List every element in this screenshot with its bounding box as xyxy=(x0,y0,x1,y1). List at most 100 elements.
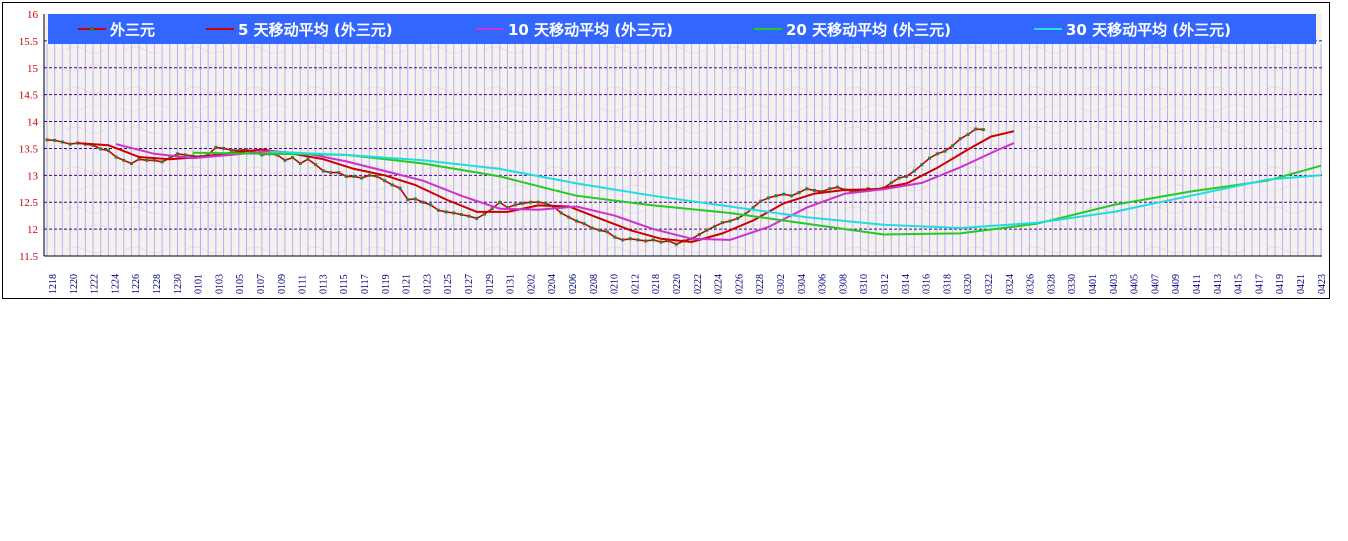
data-point xyxy=(820,189,824,193)
y-tick-label: 12 xyxy=(27,224,38,236)
data-point xyxy=(951,144,955,148)
data-point xyxy=(529,200,533,204)
x-tick-label: 0401 xyxy=(1088,274,1099,294)
x-tick-label: 0129 xyxy=(485,274,496,294)
data-point xyxy=(475,216,479,220)
x-tick-label: 0318 xyxy=(942,274,953,294)
data-point xyxy=(114,155,118,159)
plot-background xyxy=(44,14,1322,256)
data-point xyxy=(129,162,133,166)
line-chart: 16 15.5 15 14.5 14 13.5 13 12.5 12 11.5 1218 1220 12… xyxy=(19,9,1328,294)
data-point xyxy=(605,230,609,234)
x-tick-label: 1228 xyxy=(152,274,163,294)
x-tick-label: 0111 xyxy=(298,275,309,294)
x-tick-label: 0306 xyxy=(818,274,829,294)
data-point xyxy=(214,145,218,149)
data-point xyxy=(367,173,371,177)
data-point xyxy=(713,224,717,228)
data-point xyxy=(567,215,571,219)
data-point xyxy=(436,208,440,212)
data-point xyxy=(191,154,195,158)
legend-label: 30 天移动平均 (外三元) xyxy=(1066,21,1231,39)
data-point xyxy=(759,199,763,203)
data-point xyxy=(590,226,594,230)
data-point xyxy=(467,214,471,218)
x-tick-label: 0117 xyxy=(360,274,371,294)
x-tick-label: 0302 xyxy=(776,274,787,294)
y-tick-label: 11.5 xyxy=(19,251,38,263)
data-point xyxy=(621,238,625,242)
data-point xyxy=(905,174,909,178)
data-point xyxy=(536,200,540,204)
data-point xyxy=(137,157,141,161)
data-point xyxy=(91,143,95,147)
legend-label: 20 天移动平均 (外三元) xyxy=(786,21,951,39)
data-point xyxy=(897,176,901,180)
y-tick-label: 13 xyxy=(27,170,39,182)
data-point xyxy=(935,152,939,156)
data-point xyxy=(344,174,348,178)
y-tick-label: 14 xyxy=(27,117,39,129)
data-point xyxy=(774,194,778,198)
x-tick-label: 0403 xyxy=(1109,274,1120,294)
x-tick-label: 1218 xyxy=(48,274,59,294)
data-point xyxy=(283,158,287,162)
data-point xyxy=(245,148,249,152)
data-point xyxy=(106,149,110,153)
data-point xyxy=(812,188,816,192)
x-tick-label: 0113 xyxy=(318,274,329,294)
x-tick-label: 0409 xyxy=(1171,274,1182,294)
legend-label: 10 天移动平均 (外三元) xyxy=(508,21,673,39)
legend-label: 外三元 xyxy=(109,21,155,39)
data-point xyxy=(789,194,793,198)
y-tick-label: 12.5 xyxy=(19,197,39,209)
data-point xyxy=(889,181,893,185)
x-tick-label: 0212 xyxy=(630,274,641,294)
data-point xyxy=(390,183,394,187)
x-tick-label: 0330 xyxy=(1067,274,1078,294)
x-tick-label: 0322 xyxy=(984,274,995,294)
data-point xyxy=(851,189,855,193)
data-point xyxy=(582,222,586,226)
x-tick-label: 0316 xyxy=(922,274,933,294)
x-tick-label: 1222 xyxy=(90,274,101,294)
data-point xyxy=(651,238,655,242)
data-point xyxy=(943,149,947,153)
x-tick-label: 0109 xyxy=(277,274,288,294)
data-point xyxy=(490,207,494,211)
x-tick-label: 1230 xyxy=(173,274,184,294)
data-point xyxy=(122,158,126,162)
data-point xyxy=(329,171,333,175)
data-point xyxy=(429,203,433,207)
x-tick-label: 0405 xyxy=(1130,274,1141,294)
x-tick-label: 0328 xyxy=(1046,274,1057,294)
data-point xyxy=(383,179,387,183)
legend-marker xyxy=(90,27,94,31)
data-point xyxy=(459,213,463,217)
x-tick-label: 0423 xyxy=(1317,274,1328,294)
data-point xyxy=(175,152,179,156)
x-tick-label: 0206 xyxy=(568,274,579,294)
data-point xyxy=(76,141,80,145)
data-point xyxy=(145,158,149,162)
x-tick-label: 0324 xyxy=(1005,274,1016,294)
data-point xyxy=(291,156,295,160)
data-point xyxy=(958,137,962,141)
data-point xyxy=(60,140,64,144)
x-tick-label: 0326 xyxy=(1026,274,1037,294)
series-line xyxy=(77,130,1015,244)
data-point xyxy=(513,203,517,207)
data-point xyxy=(260,153,264,157)
x-tick-label: 0407 xyxy=(1150,274,1161,294)
x-tick-label: 0310 xyxy=(859,274,870,294)
data-point xyxy=(728,219,732,223)
data-point xyxy=(53,138,57,142)
data-point xyxy=(360,176,364,180)
x-tick-label: 0127 xyxy=(464,274,475,294)
x-tick-label: 0204 xyxy=(547,274,558,294)
data-point xyxy=(352,174,356,178)
data-point xyxy=(928,156,932,160)
y-tick-label: 15.5 xyxy=(19,36,39,48)
data-point xyxy=(766,196,770,200)
data-point xyxy=(237,149,241,153)
